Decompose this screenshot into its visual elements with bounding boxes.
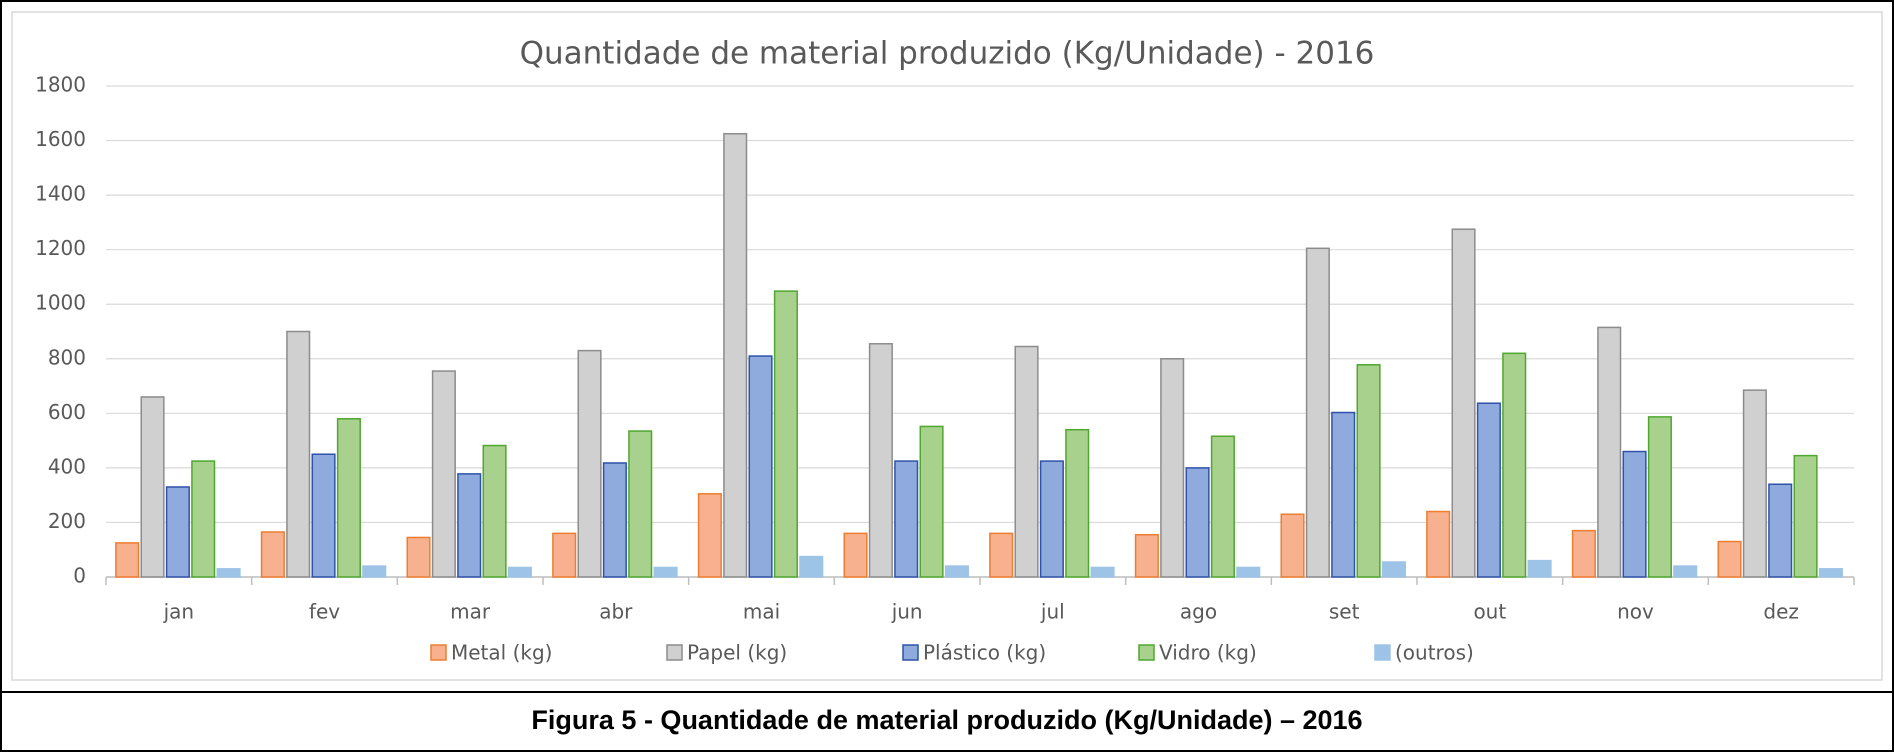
bar	[1571, 529, 1596, 578]
bar	[1039, 460, 1064, 578]
bar	[1426, 510, 1451, 578]
bar	[115, 542, 140, 578]
bar	[697, 493, 722, 578]
bar	[799, 555, 824, 578]
chart-title: Quantidade de material produzido (Kg/Uni…	[520, 36, 1375, 72]
bar	[1476, 402, 1501, 578]
bar	[1160, 358, 1185, 578]
bar	[1742, 389, 1767, 578]
x-tick-label: jul	[1040, 600, 1065, 624]
bar	[1768, 483, 1793, 578]
y-tick-label: 1800	[35, 73, 86, 97]
bar	[191, 460, 216, 578]
bar	[336, 418, 361, 578]
legend-swatch	[1374, 644, 1391, 661]
x-tick-label: out	[1473, 600, 1506, 624]
legend-label: Papel (kg)	[687, 641, 787, 665]
legend-label: Plástico (kg)	[923, 641, 1046, 665]
y-tick-label: 0	[73, 564, 86, 588]
x-tick-label: jan	[163, 600, 195, 624]
y-tick-label: 1000	[35, 291, 86, 315]
bar	[406, 536, 431, 578]
bar	[1597, 326, 1622, 578]
bar	[628, 430, 653, 578]
bar	[843, 532, 868, 578]
bar	[1717, 540, 1742, 578]
bar	[1622, 450, 1647, 578]
x-tick-label: dez	[1763, 600, 1799, 624]
bar	[1381, 561, 1406, 578]
x-tick-label: abr	[599, 600, 633, 624]
bar	[552, 532, 577, 578]
bar	[748, 355, 773, 578]
bar	[431, 370, 456, 578]
bar	[1305, 247, 1330, 578]
x-tick-label: jun	[891, 600, 923, 624]
bar	[577, 349, 602, 578]
bar	[140, 396, 165, 578]
bar	[311, 453, 336, 578]
bar	[216, 568, 241, 578]
legend-swatch	[666, 644, 683, 661]
x-tick-label: mar	[450, 600, 491, 624]
bar	[1527, 559, 1552, 578]
bar	[989, 532, 1014, 578]
bar	[1236, 566, 1261, 578]
x-tick-label: nov	[1617, 600, 1654, 624]
bar	[602, 462, 627, 578]
x-tick-label: fev	[309, 600, 340, 624]
x-tick-label: mai	[743, 600, 780, 624]
bar	[1331, 411, 1356, 578]
bar	[773, 290, 798, 578]
bar	[944, 565, 969, 578]
x-tick-label: set	[1329, 600, 1360, 624]
y-tick-label: 800	[48, 345, 86, 369]
y-tick-label: 1600	[35, 127, 86, 151]
bar	[1280, 513, 1305, 578]
legend-label: Vidro (kg)	[1159, 641, 1257, 665]
caption: Figura 5 - Quantidade de material produz…	[531, 705, 1362, 735]
legend-label: Metal (kg)	[451, 641, 552, 665]
legend-swatch	[902, 644, 919, 661]
bar	[919, 425, 944, 578]
bar	[362, 565, 387, 578]
bar	[653, 566, 678, 578]
bar	[1451, 228, 1476, 578]
bar	[260, 531, 285, 578]
bar	[1090, 566, 1115, 578]
bar	[1065, 428, 1090, 578]
bar	[1134, 533, 1159, 578]
bar	[1356, 364, 1381, 578]
x-tick-label: ago	[1180, 600, 1217, 624]
bar	[894, 460, 919, 578]
bar	[286, 330, 311, 578]
bar	[507, 566, 532, 578]
bar	[1185, 467, 1210, 578]
y-tick-label: 200	[48, 509, 86, 533]
legend-swatch	[1138, 644, 1155, 661]
y-tick-label: 600	[48, 400, 86, 424]
bar	[1210, 435, 1235, 578]
y-tick-label: 400	[48, 454, 86, 478]
y-tick-label: 1400	[35, 182, 86, 206]
bar	[165, 486, 190, 578]
bar	[723, 132, 748, 578]
bar	[1647, 416, 1672, 578]
bar	[1502, 352, 1527, 578]
bar	[1014, 345, 1039, 578]
bar	[482, 444, 507, 578]
legend-swatch	[430, 644, 447, 661]
bar	[1818, 568, 1843, 578]
bar	[1793, 454, 1818, 578]
legend-label: (outros)	[1395, 641, 1474, 665]
y-tick-label: 1200	[35, 236, 86, 260]
bar	[868, 343, 893, 578]
bar	[457, 473, 482, 578]
bar	[1673, 565, 1698, 578]
